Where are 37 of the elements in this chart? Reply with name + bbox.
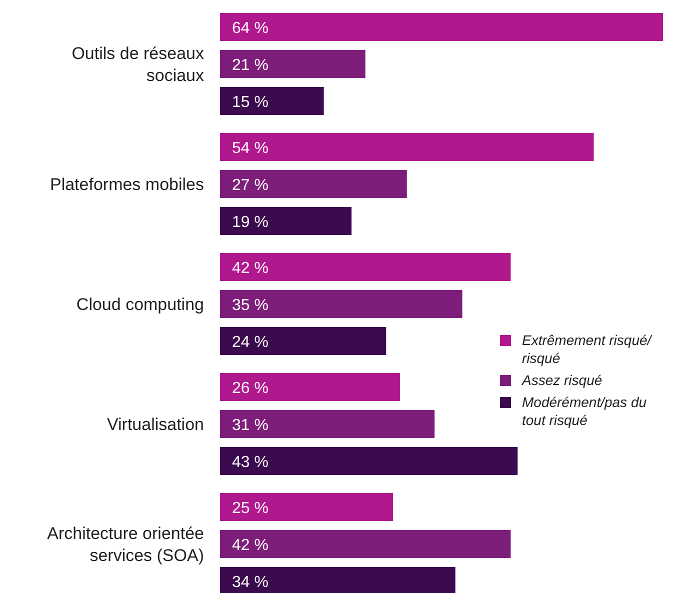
data-label: 21 % <box>232 57 268 74</box>
y-tick-label: Architecture orientée services (SOA) <box>47 524 204 565</box>
data-label: 64 % <box>232 20 268 37</box>
bar <box>220 290 462 318</box>
data-label: 35 % <box>232 297 268 314</box>
bar <box>220 50 366 78</box>
bar <box>220 327 386 355</box>
data-label: 27 % <box>232 177 268 194</box>
bar <box>220 170 407 198</box>
data-label: 24 % <box>232 334 268 351</box>
bar <box>220 447 518 475</box>
data-label: 26 % <box>232 380 268 397</box>
y-tick-label: Outils de réseaux sociaux <box>72 44 204 85</box>
y-tick-label: Virtualisation <box>106 415 204 434</box>
y-tick-label: Plateformes mobiles <box>50 175 204 194</box>
legend-label: Modérément/pas du tout risqué <box>522 394 647 428</box>
data-label: 19 % <box>232 214 268 231</box>
bar <box>220 530 511 558</box>
y-tick-label: Cloud computing <box>76 295 204 314</box>
data-label: 31 % <box>232 417 268 434</box>
data-label: 25 % <box>232 500 268 517</box>
data-label: 34 % <box>232 574 268 591</box>
bar <box>220 207 352 235</box>
data-label: 43 % <box>232 454 268 471</box>
bar <box>220 373 400 401</box>
legend-label: Assez risqué <box>521 372 602 388</box>
data-label: 42 % <box>232 260 268 277</box>
legend-label: Extrêmement risqué/ risqué <box>522 332 654 366</box>
bar <box>220 253 511 281</box>
data-label: 15 % <box>232 94 268 111</box>
bar <box>220 493 394 521</box>
bar <box>220 133 594 161</box>
bar <box>220 410 435 438</box>
bar <box>220 87 324 115</box>
data-label: 42 % <box>232 537 268 554</box>
bar <box>220 13 663 41</box>
data-label: 54 % <box>232 140 268 157</box>
